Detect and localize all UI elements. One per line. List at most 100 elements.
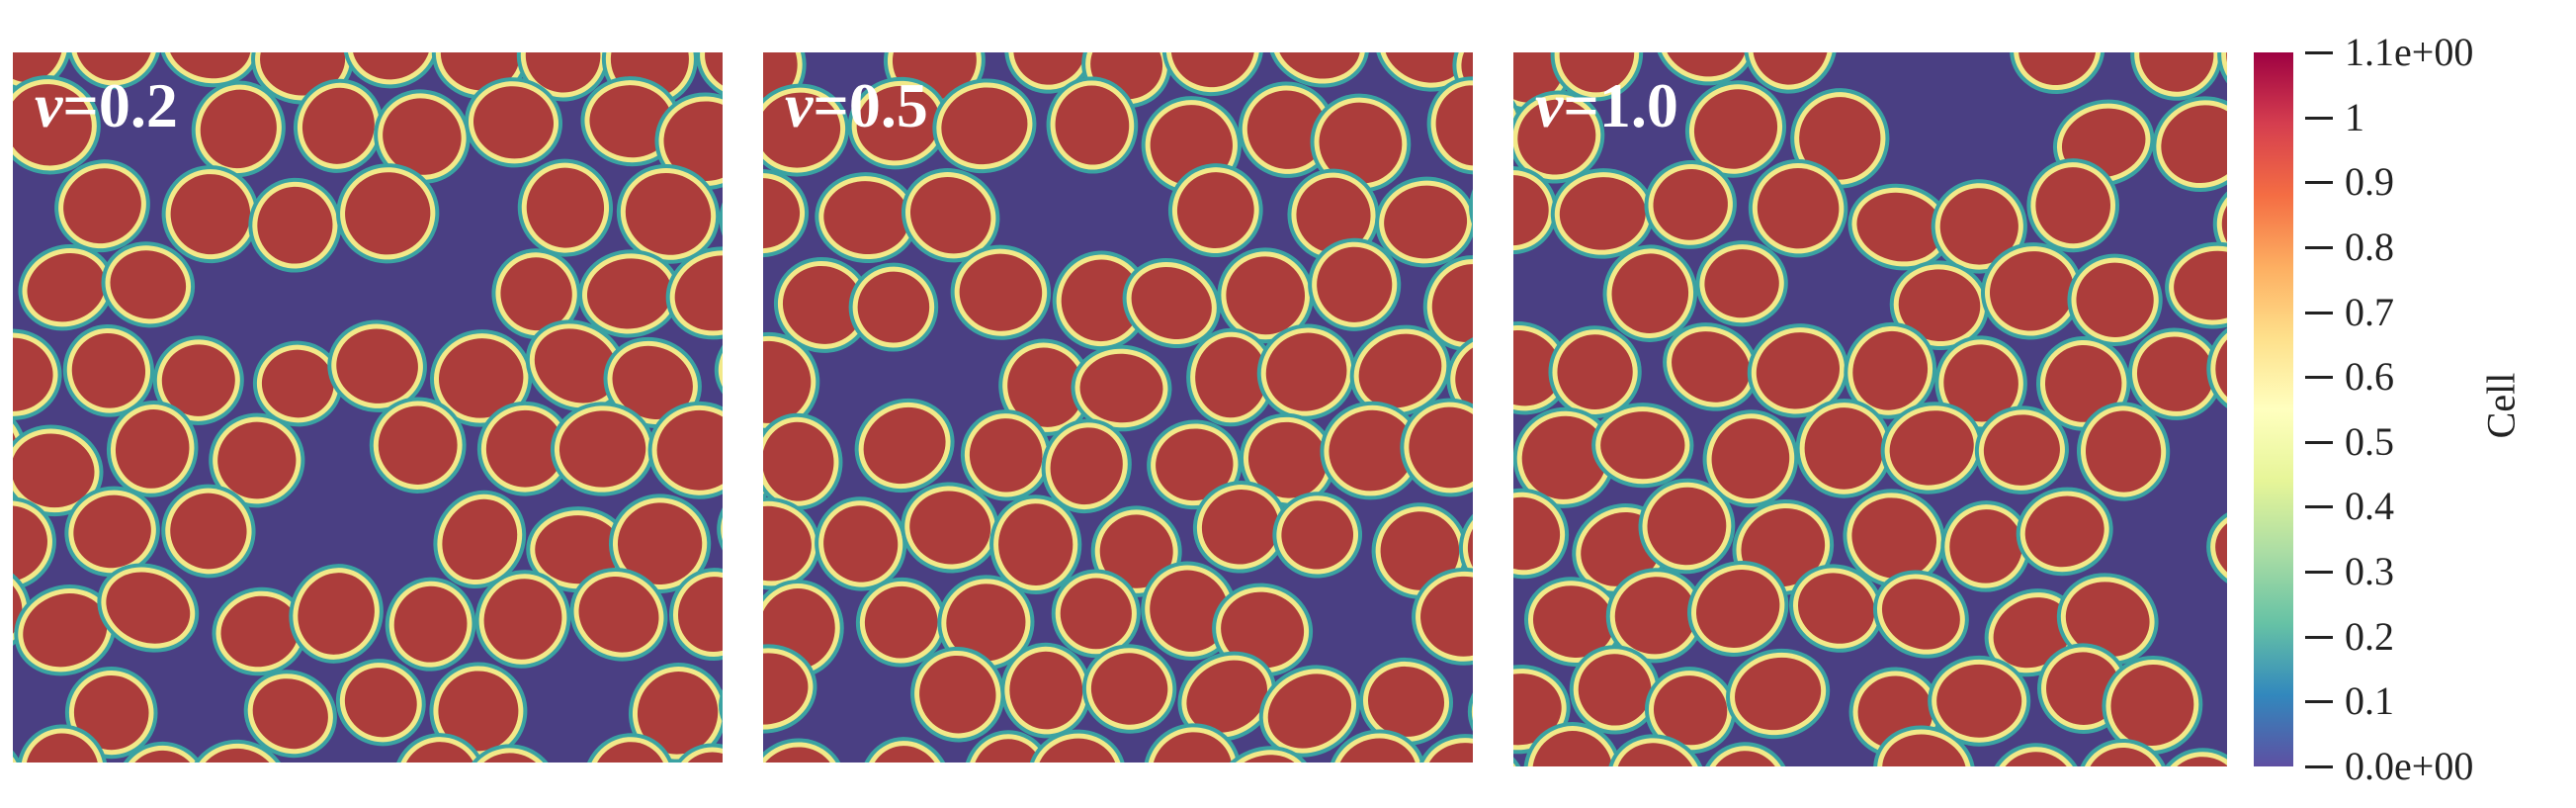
cell	[1513, 321, 1571, 415]
cell	[1349, 324, 1451, 417]
colorbar-tick-mark	[2305, 700, 2333, 704]
cell	[209, 412, 305, 508]
cell	[464, 77, 563, 168]
cell	[476, 401, 573, 496]
panel-label: v=1.0	[1535, 74, 1678, 137]
cell	[1726, 648, 1831, 740]
cell	[66, 52, 162, 90]
cell	[1122, 258, 1221, 348]
cell	[369, 397, 467, 494]
colorbar-tick-label: 0.2	[2345, 613, 2394, 659]
colorbar-tick-mark	[2305, 765, 2333, 768]
panel-label-symbol: v	[35, 70, 63, 140]
colorbar-tick-mark	[2305, 440, 2333, 444]
cell	[654, 92, 723, 190]
colorbar-gradient	[2254, 52, 2293, 766]
cell	[152, 335, 244, 425]
cell	[429, 329, 533, 427]
cell	[1644, 160, 1737, 249]
cell	[1258, 665, 1361, 758]
cell	[252, 340, 343, 427]
cell	[763, 83, 850, 177]
colorbar-tick-mark	[2305, 245, 2333, 249]
cell	[1426, 76, 1473, 175]
colorbar-tick-label: 0.6	[2345, 354, 2394, 400]
cell	[1192, 481, 1288, 574]
cell	[950, 244, 1052, 340]
cell	[1644, 667, 1737, 755]
cell	[1046, 76, 1139, 174]
cell	[1186, 327, 1276, 427]
cell	[374, 89, 471, 184]
cell	[855, 577, 947, 668]
cell	[1400, 398, 1473, 497]
cell	[1795, 399, 1893, 498]
panel-v-0-5: v=0.5	[763, 52, 1473, 763]
cell	[603, 336, 702, 428]
cell	[327, 319, 427, 412]
cell	[161, 484, 256, 579]
cell	[1027, 729, 1127, 763]
cell	[474, 570, 571, 669]
cell	[191, 80, 286, 178]
cell	[854, 398, 955, 494]
colorbar-tick-mark	[2305, 51, 2333, 54]
cell	[847, 76, 949, 170]
cell	[2165, 241, 2227, 329]
cell	[1747, 323, 1848, 418]
cell	[1238, 81, 1336, 178]
cell	[336, 163, 440, 264]
cell	[1328, 729, 1426, 763]
cell	[1880, 402, 1983, 494]
cell	[910, 646, 1005, 743]
cell	[97, 563, 200, 653]
cell	[1974, 405, 2069, 494]
cell	[18, 244, 115, 331]
cell	[1940, 500, 2031, 592]
cell	[608, 494, 712, 594]
cell	[1744, 52, 1838, 94]
cell	[763, 644, 817, 734]
cell	[1980, 242, 2084, 340]
colorbar-tick-label: 0.0e+00	[2345, 744, 2474, 788]
cell	[1041, 418, 1132, 514]
cell	[1161, 52, 1264, 97]
cell	[815, 172, 919, 264]
cell	[1934, 335, 2027, 431]
cell	[1081, 644, 1177, 734]
panel-label: v=0.5	[785, 74, 928, 137]
panel-v-0-2: v=0.2	[13, 52, 723, 763]
cell	[932, 78, 1037, 174]
cell	[101, 241, 196, 328]
cell	[763, 331, 820, 432]
cell	[1320, 401, 1423, 500]
cell	[1843, 489, 1945, 588]
colorbar-tick-label: 0.1	[2345, 678, 2394, 724]
panel-label: v=0.2	[35, 74, 178, 137]
cell	[963, 730, 1054, 763]
cell	[1523, 577, 1623, 667]
cell	[859, 737, 952, 763]
cell	[2076, 402, 2171, 501]
cell	[616, 164, 721, 264]
cell	[1267, 52, 1370, 88]
cell	[763, 496, 820, 590]
cell	[516, 52, 610, 102]
cell	[392, 733, 487, 763]
panel-label-symbol: v	[1535, 70, 1564, 140]
cell	[1872, 570, 1969, 659]
cell	[815, 496, 907, 591]
cell	[1239, 412, 1336, 507]
cell	[491, 248, 581, 340]
colorbar-tick-mark	[2305, 635, 2333, 639]
colorbar-tick-label: 1	[2345, 94, 2364, 139]
cell	[1416, 734, 1473, 763]
panel-label-symbol: v	[785, 70, 814, 140]
cell	[2056, 573, 2159, 667]
cell	[1177, 651, 1276, 742]
cell	[2130, 52, 2223, 101]
cell	[1272, 492, 1363, 579]
cell	[1789, 564, 1884, 653]
cell	[901, 482, 1000, 574]
cell	[1550, 52, 1644, 102]
